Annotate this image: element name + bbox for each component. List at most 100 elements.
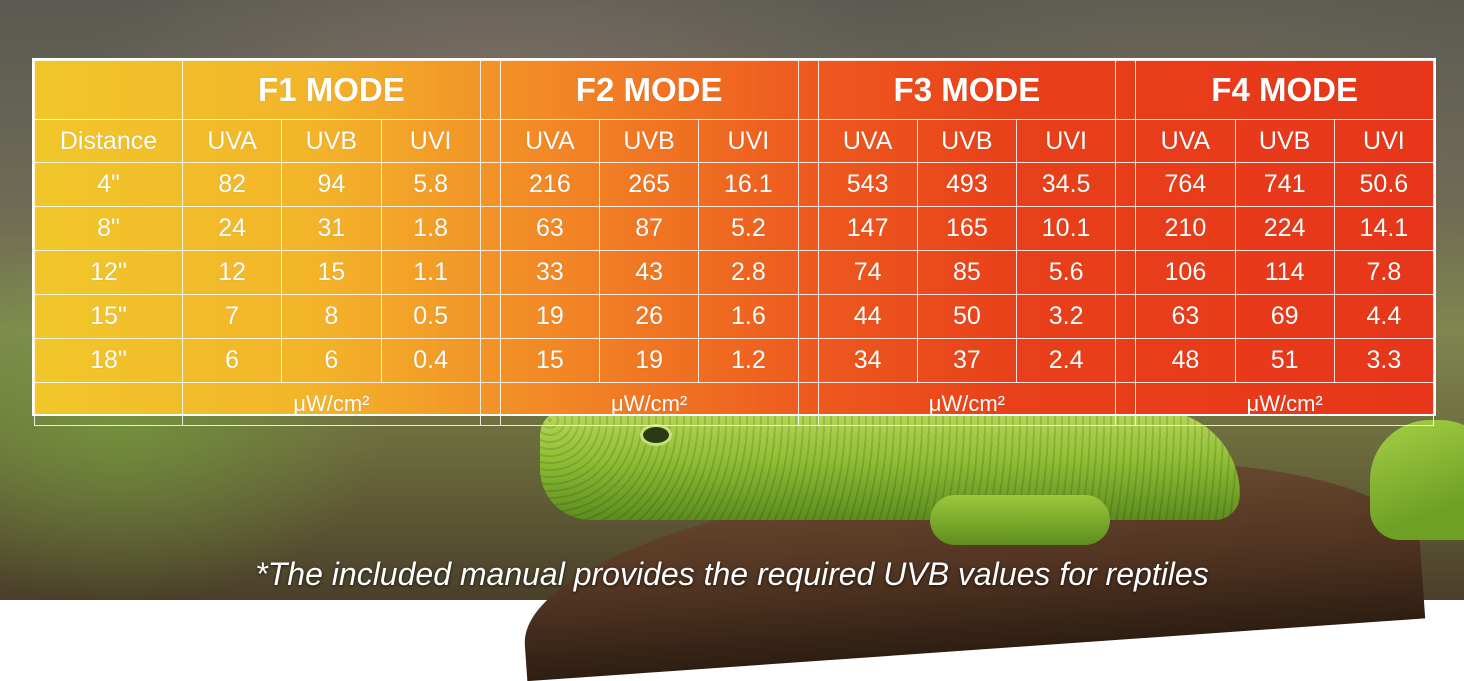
column-separator xyxy=(1115,294,1137,339)
column-separator xyxy=(479,250,501,295)
value-cell: 19 xyxy=(499,294,601,339)
value-cell: 34 xyxy=(817,338,918,383)
value-cell: 5.6 xyxy=(1015,250,1117,295)
value-cell: 4.4 xyxy=(1333,294,1435,339)
column-separator xyxy=(797,338,819,383)
value-cell: 493 xyxy=(916,162,1018,207)
column-separator xyxy=(479,60,501,120)
value-cell: 7 xyxy=(181,294,283,339)
mode-header-f1: F1 MODE xyxy=(182,60,481,120)
column-separator xyxy=(797,382,819,426)
value-cell: 741 xyxy=(1234,162,1335,207)
value-cell: 5.2 xyxy=(698,206,799,251)
uv-output-table: F1 MODE F2 MODE F3 MODE F4 MODE Distance… xyxy=(32,58,1436,426)
value-cell: 6 xyxy=(181,338,283,383)
lizard-photo xyxy=(540,410,1464,550)
value-cell: 43 xyxy=(598,250,700,295)
value-cell: 2.4 xyxy=(1015,338,1117,383)
value-cell: 85 xyxy=(916,250,1018,295)
table-row: 12" 12 15 1.1 33 43 2.8 74 85 5.6 106 11… xyxy=(34,250,1435,295)
value-cell: 8 xyxy=(281,294,382,339)
value-cell: 12 xyxy=(181,250,283,295)
value-cell: 265 xyxy=(598,162,700,207)
value-cell: 14.1 xyxy=(1333,206,1435,251)
uvb-header: UVB xyxy=(916,119,1018,163)
value-cell: 50 xyxy=(916,294,1018,339)
uvb-header: UVB xyxy=(1234,119,1335,163)
uva-header: UVA xyxy=(181,119,283,163)
unit-label: μW/cm² xyxy=(182,382,481,426)
value-cell: 5.8 xyxy=(380,162,481,207)
uvb-header: UVB xyxy=(598,119,700,163)
uva-header: UVA xyxy=(499,119,601,163)
value-cell: 63 xyxy=(499,206,601,251)
mode-header-f2: F2 MODE xyxy=(499,60,799,120)
value-cell: 2.8 xyxy=(698,250,799,295)
value-cell: 764 xyxy=(1135,162,1236,207)
uvi-header: UVI xyxy=(698,119,799,163)
column-separator xyxy=(1115,60,1137,120)
column-header-row: Distance UVA UVB UVI UVA UVB UVI UVA UVB… xyxy=(34,119,1435,163)
mode-header-f3: F3 MODE xyxy=(817,60,1117,120)
value-cell: 82 xyxy=(181,162,283,207)
column-separator xyxy=(1115,162,1137,207)
value-cell: 1.2 xyxy=(698,338,799,383)
distance-cell: 8" xyxy=(34,206,183,251)
value-cell: 50.6 xyxy=(1333,162,1435,207)
value-cell: 1.1 xyxy=(380,250,481,295)
column-separator xyxy=(1115,119,1137,163)
value-cell: 15 xyxy=(281,250,382,295)
value-cell: 87 xyxy=(598,206,700,251)
column-separator xyxy=(479,382,501,426)
value-cell: 94 xyxy=(281,162,382,207)
unit-row: μW/cm² μW/cm² μW/cm² μW/cm² xyxy=(34,382,1434,426)
column-separator xyxy=(479,162,501,207)
uvi-header: UVI xyxy=(1015,119,1117,163)
column-separator xyxy=(479,119,501,163)
uvi-header: UVI xyxy=(1333,119,1435,163)
corner-cell xyxy=(34,60,183,120)
value-cell: 7.8 xyxy=(1333,250,1435,295)
value-cell: 6 xyxy=(281,338,382,383)
value-cell: 51 xyxy=(1234,338,1335,383)
value-cell: 19 xyxy=(598,338,700,383)
lizard-foot xyxy=(930,495,1110,545)
table-row: 8" 24 31 1.8 63 87 5.2 147 165 10.1 210 … xyxy=(34,206,1435,251)
value-cell: 3.3 xyxy=(1333,338,1435,383)
value-cell: 16.1 xyxy=(698,162,799,207)
value-cell: 224 xyxy=(1234,206,1335,251)
table-row: 15" 7 8 0.5 19 26 1.6 44 50 3.2 63 69 4.… xyxy=(34,294,1435,339)
value-cell: 114 xyxy=(1234,250,1335,295)
column-separator xyxy=(797,60,819,120)
table-row: 4" 82 94 5.8 216 265 16.1 543 493 34.5 7… xyxy=(34,162,1435,207)
value-cell: 10.1 xyxy=(1015,206,1117,251)
unit-label: μW/cm² xyxy=(1135,382,1434,426)
value-cell: 74 xyxy=(817,250,918,295)
value-cell: 31 xyxy=(281,206,382,251)
distance-cell: 15" xyxy=(34,294,183,339)
mode-header-f4: F4 MODE xyxy=(1135,60,1434,120)
value-cell: 0.4 xyxy=(380,338,481,383)
value-cell: 0.5 xyxy=(380,294,481,339)
column-separator xyxy=(797,119,819,163)
unit-label: μW/cm² xyxy=(817,382,1117,426)
blank-cell xyxy=(34,382,183,426)
value-cell: 15 xyxy=(499,338,601,383)
value-cell: 3.2 xyxy=(1015,294,1117,339)
value-cell: 34.5 xyxy=(1015,162,1117,207)
value-cell: 63 xyxy=(1135,294,1236,339)
mode-header-row: F1 MODE F2 MODE F3 MODE F4 MODE xyxy=(34,60,1434,120)
unit-label: μW/cm² xyxy=(499,382,799,426)
table-row: 18" 6 6 0.4 15 19 1.2 34 37 2.4 48 51 3.… xyxy=(34,338,1435,383)
value-cell: 48 xyxy=(1135,338,1236,383)
column-separator xyxy=(797,250,819,295)
value-cell: 33 xyxy=(499,250,601,295)
value-cell: 24 xyxy=(181,206,283,251)
column-separator xyxy=(479,206,501,251)
value-cell: 210 xyxy=(1135,206,1236,251)
column-separator xyxy=(797,206,819,251)
uv-table: F1 MODE F2 MODE F3 MODE F4 MODE Distance… xyxy=(34,60,1435,426)
value-cell: 106 xyxy=(1135,250,1236,295)
value-cell: 69 xyxy=(1234,294,1335,339)
lizard-eye xyxy=(640,424,672,446)
